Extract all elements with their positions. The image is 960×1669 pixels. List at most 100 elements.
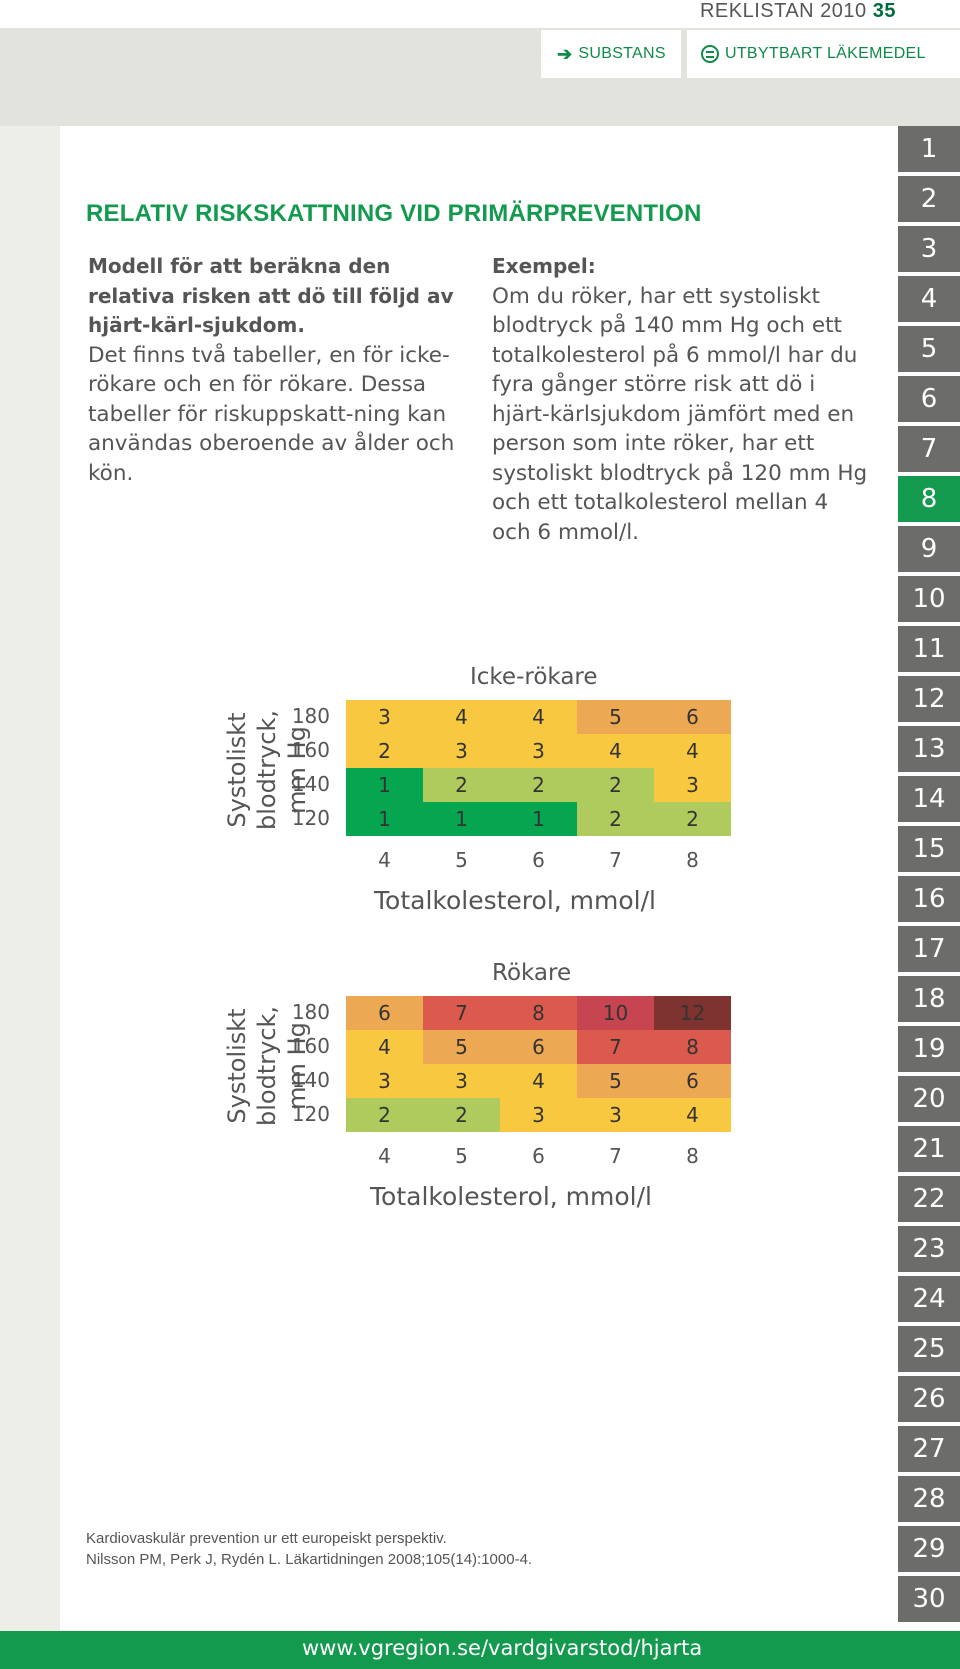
- footer: www.vgregion.se/vardgivarstod/hjarta: [0, 1631, 960, 1669]
- chapter-tab-12[interactable]: 12: [898, 676, 960, 722]
- risk-cell: 2: [346, 734, 423, 768]
- row-label: 160: [291, 1034, 330, 1058]
- chapter-tab-7[interactable]: 7: [898, 426, 960, 472]
- risk-cell: 2: [577, 802, 654, 836]
- reference-line-2: Nilsson PM, Perk J, Rydén L. Läkartidnin…: [86, 1551, 533, 1568]
- page-title: RELATIV RISKSKATTNING VID PRIMÄRPREVENTI…: [86, 200, 702, 227]
- column-label: 6: [532, 1144, 545, 1168]
- chapter-tab-22[interactable]: 22: [898, 1176, 960, 1222]
- chapter-tab-16[interactable]: 16: [898, 876, 960, 922]
- chapter-tab-29[interactable]: 29: [898, 1526, 960, 1572]
- y-axis-label-line1: Systoliskt blodtryck,: [223, 709, 281, 831]
- y-axis-label: Systoliskt blodtryck, mm Hg: [222, 650, 312, 890]
- publication-name: REKLISTAN 2010: [699, 0, 867, 22]
- arrow-right-icon: ➔: [557, 43, 573, 64]
- chapter-tab-5[interactable]: 5: [898, 326, 960, 372]
- column-label: 5: [455, 1144, 468, 1168]
- publication-title: REKLISTAN 2010 35: [700, 0, 896, 23]
- risk-cell: 8: [500, 996, 577, 1030]
- row-label: 140: [291, 772, 330, 796]
- reference-line-1: Kardiovaskulär prevention ur ett europei…: [86, 1530, 447, 1547]
- chapter-tab-4[interactable]: 4: [898, 276, 960, 322]
- risk-cell: 3: [423, 734, 500, 768]
- risk-cell: 4: [577, 734, 654, 768]
- chapter-tab-25[interactable]: 25: [898, 1326, 960, 1372]
- column-label: 6: [532, 848, 545, 872]
- row-label: 140: [291, 1068, 330, 1092]
- risk-cell: 4: [654, 1098, 731, 1132]
- risk-cell: 6: [654, 700, 731, 734]
- chapter-tab-11[interactable]: 11: [898, 626, 960, 672]
- risk-cell: 6: [654, 1064, 731, 1098]
- risk-cell: 2: [500, 768, 577, 802]
- top-header: REKLISTAN 2010 35: [0, 0, 960, 28]
- intro-body: Det finns två tabeller, en för icke-röka…: [88, 342, 455, 486]
- equals-circle-icon: [701, 45, 719, 63]
- intro-text: Modell för att beräkna den relativa risk…: [88, 252, 468, 488]
- risk-cell: 12: [654, 996, 731, 1030]
- chapter-tab-30[interactable]: 30: [898, 1576, 960, 1622]
- chapter-tab-26[interactable]: 26: [898, 1376, 960, 1422]
- y-axis-label-line1: Systoliskt blodtryck,: [223, 1005, 281, 1127]
- risk-cell: 2: [577, 768, 654, 802]
- chapter-tab-10[interactable]: 10: [898, 576, 960, 622]
- chapter-tab-17[interactable]: 17: [898, 926, 960, 972]
- table-title: Icke-rökare: [470, 664, 598, 690]
- column-label: 5: [455, 848, 468, 872]
- risk-cell: 2: [346, 1098, 423, 1132]
- chapter-tab-20[interactable]: 20: [898, 1076, 960, 1122]
- tab-substans[interactable]: ➔ SUBSTANS: [541, 30, 681, 78]
- risk-cell: 3: [500, 1098, 577, 1132]
- column-label: 4: [378, 1144, 391, 1168]
- risk-cell: 6: [500, 1030, 577, 1064]
- references: Kardiovaskulär prevention ur ett europei…: [86, 1528, 532, 1570]
- column-label: 4: [378, 848, 391, 872]
- risk-cell: 4: [654, 734, 731, 768]
- tab-utbytbart-label: UTBYTBART LÄKEMEDEL: [725, 45, 926, 62]
- chapter-tab-14[interactable]: 14: [898, 776, 960, 822]
- example-label: Exempel:: [492, 254, 596, 278]
- risk-cell: 1: [423, 802, 500, 836]
- risk-cell: 4: [423, 700, 500, 734]
- page-number: 35: [872, 0, 896, 22]
- x-axis-label: Totalkolesterol, mmol/l: [374, 886, 656, 915]
- chapter-tab-2[interactable]: 2: [898, 176, 960, 222]
- example-text: Exempel: Om du röker, har ett systoliskt…: [492, 252, 872, 547]
- tab-utbytbart[interactable]: UTBYTBART LÄKEMEDEL: [687, 30, 960, 78]
- risk-cell: 3: [654, 768, 731, 802]
- y-axis-label-line2: mm Hg: [283, 726, 311, 814]
- chapter-tab-1[interactable]: 1: [898, 126, 960, 172]
- x-axis-label: Totalkolesterol, mmol/l: [370, 1182, 652, 1211]
- chapter-tab-19[interactable]: 19: [898, 1026, 960, 1072]
- intro-lead: Modell för att beräkna den relativa risk…: [88, 254, 454, 337]
- risk-cell: 5: [577, 1064, 654, 1098]
- chapter-tab-18[interactable]: 18: [898, 976, 960, 1022]
- footer-url[interactable]: www.vgregion.se/vardgivarstod/hjarta: [302, 1636, 703, 1660]
- content-area: [60, 126, 886, 1631]
- risk-cell: 4: [500, 1064, 577, 1098]
- row-label: 180: [291, 704, 330, 728]
- risk-cell: 7: [577, 1030, 654, 1064]
- chapter-tab-6[interactable]: 6: [898, 376, 960, 422]
- risk-cell: 5: [577, 700, 654, 734]
- row-label: 120: [291, 1102, 330, 1126]
- chapter-tab-21[interactable]: 21: [898, 1126, 960, 1172]
- chapter-tab-8[interactable]: 8: [898, 476, 960, 522]
- chapter-tab-13[interactable]: 13: [898, 726, 960, 772]
- risk-cell: 10: [577, 996, 654, 1030]
- chapter-tab-3[interactable]: 3: [898, 226, 960, 272]
- risk-cell: 4: [346, 1030, 423, 1064]
- risk-cell: 7: [423, 996, 500, 1030]
- chapter-tab-27[interactable]: 27: [898, 1426, 960, 1472]
- chapter-tab-28[interactable]: 28: [898, 1476, 960, 1522]
- table-title: Rökare: [492, 960, 572, 986]
- risk-cell: 2: [654, 802, 731, 836]
- chapter-tab-15[interactable]: 15: [898, 826, 960, 872]
- risk-cell: 3: [346, 700, 423, 734]
- chapter-tab-9[interactable]: 9: [898, 526, 960, 572]
- risk-cell: 8: [654, 1030, 731, 1064]
- risk-cell: 2: [423, 1098, 500, 1132]
- chapter-tab-24[interactable]: 24: [898, 1276, 960, 1322]
- chapter-index: 1 2 3 4 5 6 7 8 9 10 11 12 13 14 15 16 17 18 19 20 21 22 23 24 2…: [898, 126, 960, 1626]
- chapter-tab-23[interactable]: 23: [898, 1226, 960, 1272]
